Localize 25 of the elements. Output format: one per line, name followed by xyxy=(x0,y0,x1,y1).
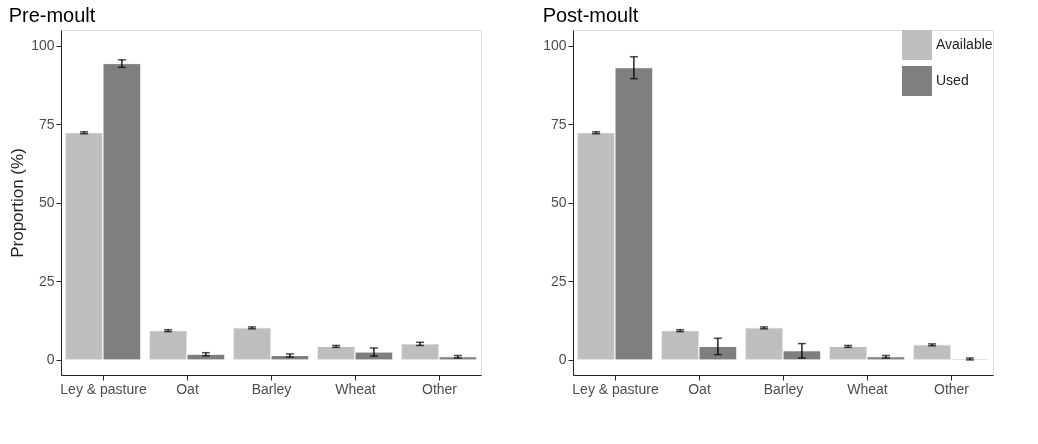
y-tick-label: 75 xyxy=(550,115,567,132)
legend-label: Available xyxy=(936,36,993,52)
y-tick-label: 0 xyxy=(558,351,567,368)
x-tick-label: Other xyxy=(933,380,970,397)
x-tick-label: Wheat xyxy=(335,380,376,397)
x-tick-label: Barley xyxy=(763,380,804,397)
chart-title: Pre-moult xyxy=(8,4,96,26)
x-tick-label: Barley xyxy=(251,380,292,397)
y-tick-label: 25 xyxy=(550,272,567,289)
y-tick-label: 25 xyxy=(38,272,55,289)
x-tick-label: Wheat xyxy=(847,380,888,397)
x-tick-label: Ley & pasture xyxy=(572,380,659,397)
x-tick-label: Ley & pasture xyxy=(60,380,147,397)
y-axis-title: Proportion (%) xyxy=(8,148,28,258)
y-tick-label: 100 xyxy=(31,37,55,54)
y-tick-label: 0 xyxy=(46,351,55,368)
x-tick-label: Other xyxy=(421,380,458,397)
y-tick-label: 50 xyxy=(550,194,567,211)
x-tick-label: Oat xyxy=(688,380,711,397)
chart-title: Post-moult xyxy=(542,4,639,26)
y-tick-label: 75 xyxy=(38,115,55,132)
y-tick-label: 50 xyxy=(38,194,55,211)
y-tick-label: 100 xyxy=(543,37,567,54)
x-tick-label: Oat xyxy=(176,380,199,397)
legend-label: Used xyxy=(936,72,969,88)
